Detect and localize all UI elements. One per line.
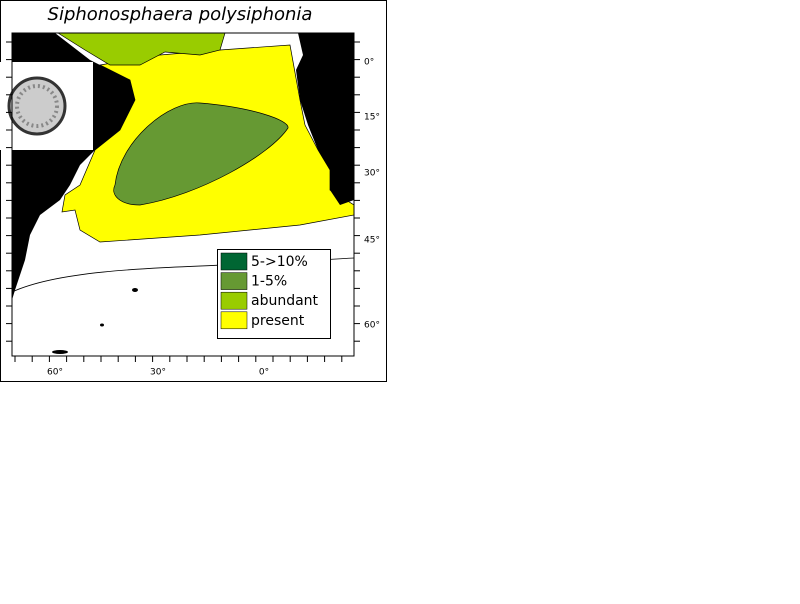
legend-label: present: [251, 313, 305, 329]
island: [52, 350, 68, 354]
legend-swatch: [220, 291, 248, 310]
map-title: Siphonosphaera polysiphonia: [48, 4, 313, 25]
legend-swatch: [220, 252, 248, 271]
lon-label: 60°: [47, 368, 63, 378]
lat-label: 45°: [364, 236, 380, 246]
lat-label: 30°: [364, 169, 380, 179]
legend-swatch: [220, 311, 248, 330]
map-border: [11, 32, 355, 357]
lat-label: 15°: [364, 113, 380, 123]
lon-label: 0°: [259, 368, 269, 378]
island: [132, 288, 138, 292]
island: [100, 323, 104, 327]
map-area: [0, 32, 355, 357]
legend-label: abundant: [251, 293, 319, 309]
ticks: [6, 41, 360, 362]
percent-zone: [113, 102, 289, 206]
legend-swatch: [220, 272, 248, 290]
lon-label: 30°: [150, 368, 166, 378]
legend-label: 1-5%: [251, 274, 287, 290]
lat-label: 60°: [364, 321, 380, 331]
lat-label: 0°: [364, 58, 374, 68]
legend-label: 5->10%: [251, 254, 308, 270]
africa: [296, 33, 354, 205]
abundant-zone: [56, 32, 226, 66]
radiolarian-pores: [15, 84, 59, 128]
